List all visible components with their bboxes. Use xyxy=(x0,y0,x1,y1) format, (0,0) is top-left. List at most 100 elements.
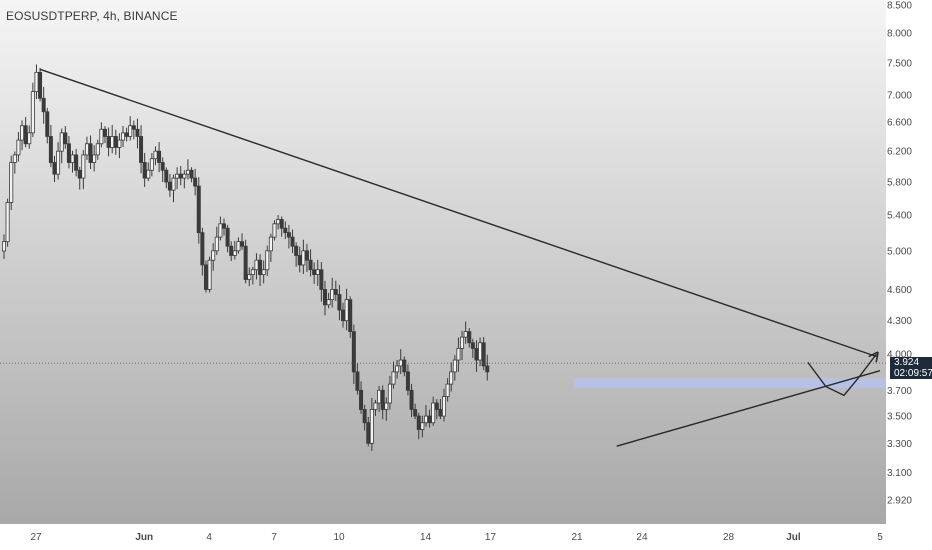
projection-path[interactable] xyxy=(807,354,877,397)
price-axis[interactable]: 8.500 8.000 7.500 7.000 6.600 6.200 5.800 5.400… xyxy=(887,1,912,507)
candle-body xyxy=(229,245,234,256)
candle-body xyxy=(478,342,483,361)
candle-body xyxy=(449,371,454,385)
candle-body xyxy=(402,359,407,373)
candle-body xyxy=(243,245,248,280)
candle-body xyxy=(272,223,277,238)
resistance-trendline[interactable] xyxy=(39,68,877,358)
time-axis[interactable]: 27 Jun 4 7 10 14 17 21 24 28 Jul 5 xyxy=(31,532,884,543)
candle-body xyxy=(294,245,299,256)
candle-body xyxy=(434,402,439,410)
candle-body xyxy=(377,389,382,404)
chart-background xyxy=(0,0,886,524)
candle-body xyxy=(344,299,349,322)
candle-body xyxy=(38,71,43,99)
candle-body xyxy=(247,274,252,280)
candle-body xyxy=(203,264,208,290)
candle-body xyxy=(308,259,313,271)
candle-body xyxy=(59,132,64,152)
candle-body xyxy=(171,177,176,191)
candle-body xyxy=(157,150,162,163)
candle-body xyxy=(276,219,281,225)
price-tick-label: 6.200 xyxy=(887,147,912,158)
candle-body xyxy=(207,259,212,290)
support-trendline[interactable] xyxy=(616,370,881,447)
candle-body xyxy=(88,143,93,163)
candle-body xyxy=(164,169,169,183)
candle-body xyxy=(16,139,21,156)
time-tick-label: 28 xyxy=(723,532,735,543)
candle-body xyxy=(452,359,457,373)
candle-body xyxy=(265,250,270,271)
time-tick-label: 7 xyxy=(271,532,277,543)
candle-body xyxy=(113,136,118,148)
candle-body xyxy=(297,255,302,266)
price-tick-label: 5.000 xyxy=(887,246,912,257)
candle-body xyxy=(74,154,79,171)
candle-body xyxy=(326,299,331,306)
candle-body xyxy=(373,402,378,410)
candle-body xyxy=(41,97,46,113)
candle-body xyxy=(211,250,216,261)
candle-body xyxy=(286,232,291,238)
candle-body xyxy=(84,143,89,156)
time-tick-label: 21 xyxy=(571,532,583,543)
candle-body xyxy=(175,173,180,179)
time-tick-label: 17 xyxy=(485,532,497,543)
candle-body xyxy=(45,111,50,137)
candle-body xyxy=(427,415,432,424)
candle-body xyxy=(348,299,353,332)
candle-body xyxy=(301,250,306,266)
candle-body xyxy=(117,139,122,148)
candle-body xyxy=(369,409,374,444)
candle-body xyxy=(268,236,273,252)
price-tick-label: 3.700 xyxy=(887,386,912,397)
price-tick-label: 5.800 xyxy=(887,178,912,189)
candle-body xyxy=(200,232,205,266)
candle-body xyxy=(420,422,425,430)
support-zone[interactable] xyxy=(574,377,886,388)
candle-body xyxy=(315,269,320,275)
candle-body xyxy=(413,409,418,417)
candle-body xyxy=(182,173,187,179)
candle-body xyxy=(196,185,201,234)
candle-body xyxy=(167,181,172,191)
candle-body xyxy=(380,389,385,410)
candle-body xyxy=(470,342,475,349)
candle-body xyxy=(463,331,468,338)
candle-body xyxy=(445,383,450,398)
candle-body xyxy=(279,219,284,229)
candle-body xyxy=(384,402,389,410)
support-zone-layer xyxy=(574,377,886,388)
bar-countdown: 02:09:57 xyxy=(894,368,932,379)
candle-body xyxy=(319,269,324,290)
candle-body xyxy=(20,125,25,141)
price-tick-label: 3.100 xyxy=(887,468,912,479)
candle-body xyxy=(355,371,360,391)
candle-body xyxy=(135,128,140,137)
candle-body xyxy=(63,132,68,145)
candle-body xyxy=(27,132,32,145)
candle-body xyxy=(250,269,255,275)
candle-body xyxy=(99,128,104,145)
candle-body xyxy=(12,154,17,163)
candle-body xyxy=(221,223,226,229)
candle-body xyxy=(387,383,392,404)
time-tick-label: Jul xyxy=(786,532,801,543)
candle-body xyxy=(23,125,28,145)
candle-body xyxy=(95,143,100,156)
candle-body xyxy=(460,336,465,349)
candle-body xyxy=(34,71,39,93)
candle-body xyxy=(236,241,241,252)
candle-body xyxy=(149,158,154,171)
candle-body xyxy=(128,125,133,137)
candle-body xyxy=(225,227,230,247)
candle-body xyxy=(366,422,371,444)
candle-body xyxy=(254,259,259,271)
candle-body xyxy=(30,91,35,134)
candle-body xyxy=(312,269,317,275)
candle-body xyxy=(431,402,436,424)
price-tick-label: 4.000 xyxy=(887,350,912,361)
